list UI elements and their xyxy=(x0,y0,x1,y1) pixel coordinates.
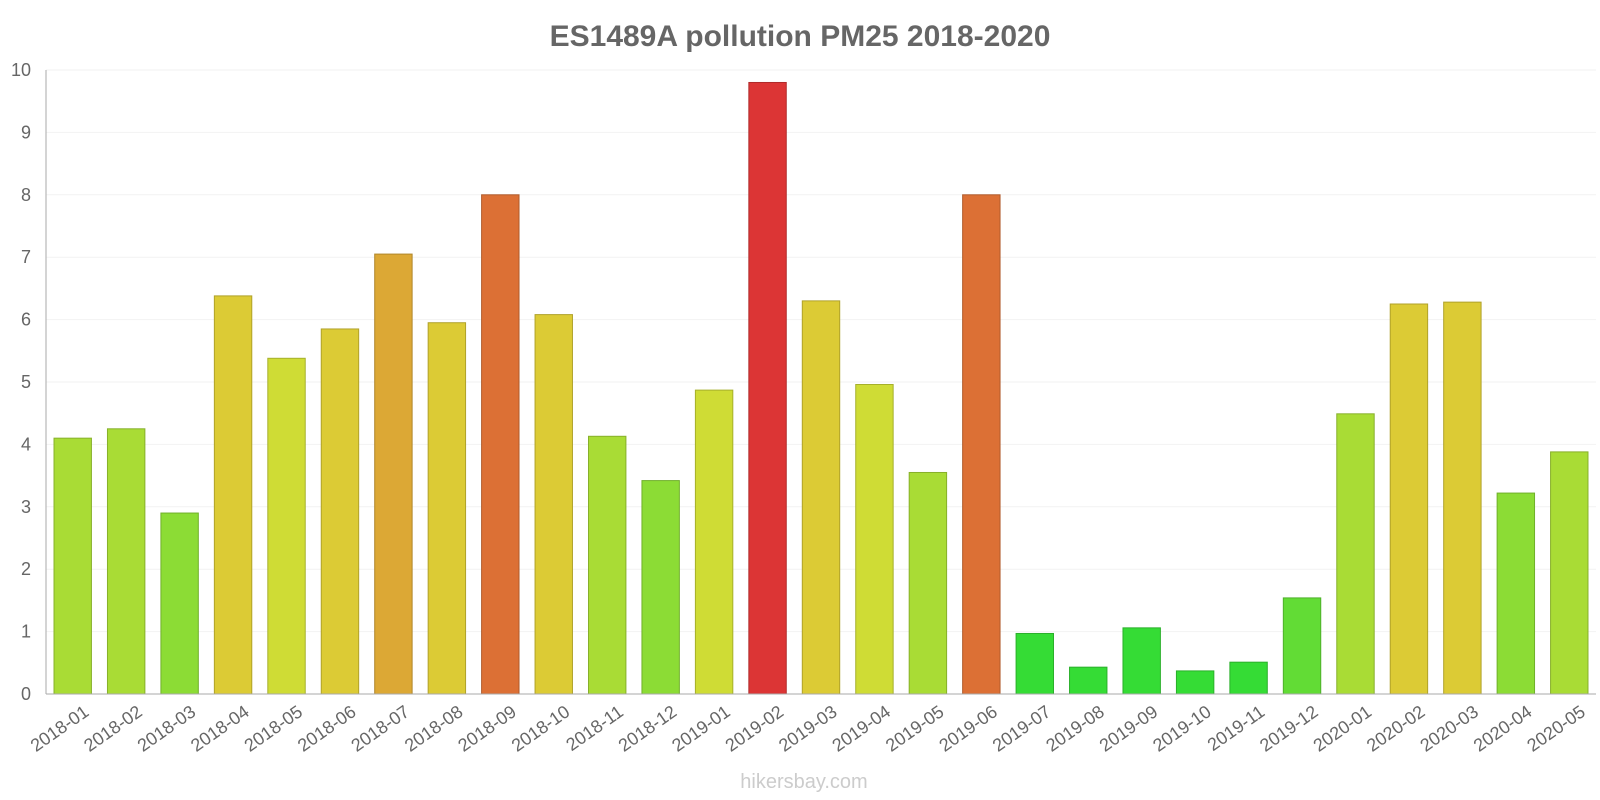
y-tick-label: 5 xyxy=(21,372,31,392)
x-tick-label: 2020-04 xyxy=(1470,701,1536,755)
x-tick-label: 2018-10 xyxy=(508,701,574,755)
bar-2018-08[interactable] xyxy=(427,322,467,695)
x-tick-label: 2020-03 xyxy=(1416,701,1482,755)
bar-2020-01[interactable] xyxy=(1336,413,1375,695)
y-tick-label: 10 xyxy=(11,60,31,80)
x-tick-label: 2018-01 xyxy=(27,701,93,755)
x-tick-label: 2018-04 xyxy=(187,701,253,755)
y-tick-label: 9 xyxy=(21,122,31,142)
bar-2019-03[interactable] xyxy=(801,300,841,695)
x-tick-label: 2018-06 xyxy=(294,701,360,755)
bar-2019-11[interactable] xyxy=(1229,661,1268,695)
bar-2020-05[interactable] xyxy=(1550,451,1589,695)
x-tick-label: 2019-04 xyxy=(828,701,894,755)
chart-title: ES1489A pollution PM25 2018-2020 xyxy=(550,20,1051,53)
x-tick-label: 2019-07 xyxy=(989,701,1055,755)
bar-2018-11[interactable] xyxy=(588,435,627,695)
x-tick-label: 2019-10 xyxy=(1149,701,1215,755)
bar-2018-06[interactable] xyxy=(320,328,360,695)
x-tick-label: 2018-05 xyxy=(241,701,307,755)
bar-2019-05[interactable] xyxy=(908,471,948,695)
bar-2018-12[interactable] xyxy=(641,480,680,695)
bar-2019-09[interactable] xyxy=(1122,627,1161,695)
x-tick-label: 2018-03 xyxy=(134,701,200,755)
bar-2020-04[interactable] xyxy=(1496,492,1536,695)
bar-2020-03[interactable] xyxy=(1443,301,1482,695)
bar-2019-06[interactable] xyxy=(962,194,1001,695)
x-tick-label: 2018-07 xyxy=(347,701,413,755)
x-tick-label: 2018-02 xyxy=(80,701,146,755)
bar-2018-10[interactable] xyxy=(534,314,573,695)
bar-2018-01[interactable] xyxy=(53,437,92,695)
y-tick-label: 0 xyxy=(21,684,31,704)
x-tick-label: 2019-02 xyxy=(722,701,788,755)
x-tick-label: 2019-06 xyxy=(935,701,1001,755)
x-tick-label: 2019-08 xyxy=(1042,701,1108,755)
bar-2019-08[interactable] xyxy=(1069,666,1108,695)
y-tick-label: 8 xyxy=(21,185,31,205)
bar-2018-09[interactable] xyxy=(481,194,520,695)
x-tick-label: 2019-05 xyxy=(882,701,948,755)
bar-2019-10[interactable] xyxy=(1175,670,1215,695)
x-tick-label: 2019-03 xyxy=(775,701,841,755)
y-tick-label: 3 xyxy=(21,497,31,517)
x-tick-label: 2020-01 xyxy=(1310,701,1376,755)
x-tick-label: 2019-01 xyxy=(668,701,734,755)
bar-2019-07[interactable] xyxy=(1015,632,1054,695)
bar-2018-05[interactable] xyxy=(267,357,306,695)
x-tick-label: 2019-11 xyxy=(1204,701,1268,755)
bar-2019-01[interactable] xyxy=(694,389,734,695)
x-tick-label: 2020-05 xyxy=(1523,701,1589,755)
x-tick-label: 2018-08 xyxy=(401,701,467,755)
x-tick-label: 2018-12 xyxy=(615,701,681,755)
x-tick-label: 2018-11 xyxy=(562,701,626,755)
bar-2020-02[interactable] xyxy=(1389,303,1429,695)
x-tick-label: 2018-09 xyxy=(454,701,520,755)
axes xyxy=(45,70,1596,695)
y-tick-label: 4 xyxy=(21,434,31,454)
bar-2019-02[interactable] xyxy=(748,81,787,695)
bar-2018-07[interactable] xyxy=(374,253,413,695)
x-tick-label: 2020-02 xyxy=(1363,701,1429,755)
bar-2019-12[interactable] xyxy=(1282,597,1322,695)
x-tick-label: 2019-12 xyxy=(1256,701,1322,755)
y-tick-label: 7 xyxy=(21,247,31,267)
bar-2019-04[interactable] xyxy=(855,383,894,695)
x-tick-label: 2019-09 xyxy=(1096,701,1162,755)
y-tick-label: 2 xyxy=(21,559,31,579)
y-tick-label: 1 xyxy=(21,622,31,642)
y-tick-labels: 0 1 2 3 4 5 6 7 8 9 10 xyxy=(11,60,31,704)
x-tick-labels: 2018-012018-022018-032018-042018-052018-… xyxy=(27,701,1589,755)
y-tick-label: 6 xyxy=(21,310,31,330)
bars xyxy=(53,81,1589,695)
bar-2018-02[interactable] xyxy=(106,428,146,695)
watermark: hikersbay.com xyxy=(740,771,867,793)
bar-2018-04[interactable] xyxy=(213,295,253,695)
bar-2018-03[interactable] xyxy=(160,512,199,695)
